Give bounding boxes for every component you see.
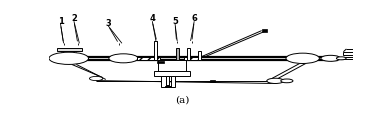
- Bar: [176, 48, 179, 60]
- Text: 3: 3: [105, 19, 111, 28]
- Bar: [154, 71, 190, 76]
- Text: 4: 4: [149, 14, 155, 23]
- Text: 2: 2: [71, 14, 77, 23]
- Circle shape: [286, 53, 319, 63]
- Circle shape: [355, 57, 365, 60]
- Circle shape: [267, 78, 284, 83]
- Bar: [162, 76, 166, 87]
- Bar: [137, 57, 160, 60]
- Bar: [157, 61, 164, 63]
- Text: 5: 5: [172, 17, 178, 26]
- Circle shape: [89, 76, 103, 81]
- Text: (a): (a): [176, 96, 190, 105]
- Circle shape: [109, 54, 138, 63]
- Circle shape: [281, 79, 293, 83]
- Circle shape: [336, 57, 346, 60]
- Bar: [154, 41, 158, 60]
- Text: 6: 6: [191, 14, 197, 23]
- Bar: [341, 57, 360, 59]
- Bar: [343, 52, 360, 55]
- Bar: [166, 76, 169, 85]
- Bar: [210, 80, 216, 82]
- Bar: [184, 57, 198, 60]
- Bar: [56, 48, 82, 51]
- Circle shape: [321, 55, 340, 61]
- Bar: [261, 30, 267, 32]
- Circle shape: [49, 52, 89, 64]
- Bar: [171, 76, 175, 87]
- Bar: [198, 51, 201, 60]
- Bar: [165, 86, 171, 87]
- Bar: [187, 48, 190, 60]
- Bar: [158, 60, 186, 71]
- Text: 1: 1: [58, 17, 64, 26]
